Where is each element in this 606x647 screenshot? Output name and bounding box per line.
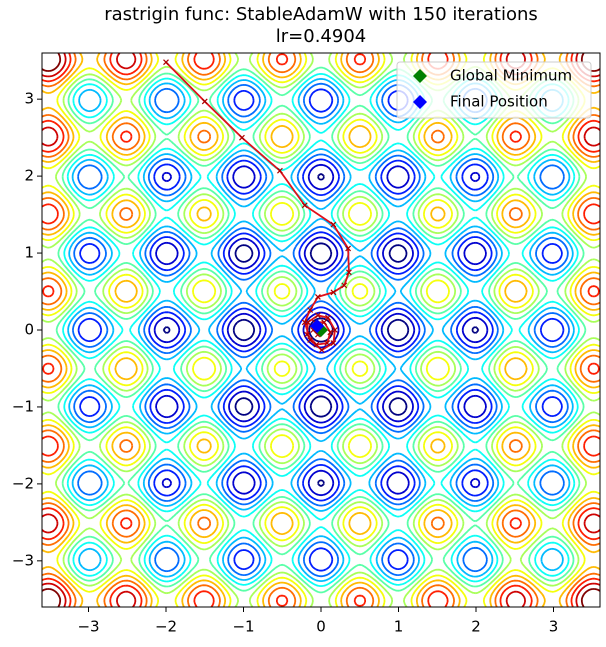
contour-line	[41, 52, 601, 608]
path-marker	[321, 319, 328, 326]
chart-subtitle: lr=0.4904	[276, 26, 366, 47]
y-tick-label: 1	[24, 244, 34, 262]
path-marker	[330, 289, 337, 296]
path-marker	[304, 319, 311, 326]
path-marker	[327, 329, 334, 336]
y-tick-label: 2	[24, 167, 34, 185]
path-marker	[345, 269, 352, 276]
y-tick-label: −2	[12, 474, 34, 492]
x-tick-label: 2	[471, 618, 481, 636]
x-tick-label: −1	[232, 618, 254, 636]
path-marker	[314, 293, 321, 300]
x-tick-label: 1	[394, 618, 404, 636]
path-marker	[277, 167, 283, 174]
path-marker	[325, 314, 331, 321]
contour-line	[62, 73, 580, 587]
x-tick-label: 3	[549, 618, 559, 636]
chart-title: rastrigin func: StableAdamW with 150 ite…	[104, 4, 538, 25]
path-marker	[330, 221, 337, 228]
x-tick-label: −3	[77, 618, 99, 636]
path-marker	[341, 282, 348, 289]
y-tick-label: −3	[12, 551, 34, 569]
path-marker	[163, 59, 169, 66]
path-marker	[332, 327, 338, 333]
contour-line	[162, 172, 480, 488]
path-marker	[307, 307, 314, 313]
contour-field	[41, 52, 601, 608]
path-marker	[324, 340, 331, 347]
x-tick-label: −2	[155, 618, 177, 636]
path-marker	[330, 340, 337, 347]
legend-label: Final Position	[450, 93, 548, 111]
path-marker	[201, 98, 208, 105]
contour-line	[72, 82, 570, 578]
x-tick-label: 0	[316, 618, 326, 636]
contour-line	[67, 78, 575, 582]
y-tick-label: 0	[24, 321, 34, 339]
path-marker	[301, 202, 308, 209]
path-marker	[318, 347, 325, 353]
contour-line	[153, 163, 489, 497]
y-tick-label: −1	[12, 397, 34, 415]
path-marker	[313, 341, 320, 348]
path-marker	[345, 245, 352, 252]
contour-line	[41, 52, 601, 608]
legend-label: Global Minimum	[450, 67, 572, 85]
contour-line	[55, 66, 587, 594]
path-marker	[314, 312, 321, 319]
contour-line	[77, 88, 565, 572]
y-tick-label: 3	[24, 90, 34, 108]
legend-marker	[413, 95, 427, 109]
path-marker	[307, 337, 314, 343]
path-marker	[239, 134, 245, 141]
point-marker	[310, 319, 325, 334]
path-marker	[304, 331, 310, 338]
legend-box	[396, 61, 592, 119]
legend-marker	[413, 69, 427, 83]
